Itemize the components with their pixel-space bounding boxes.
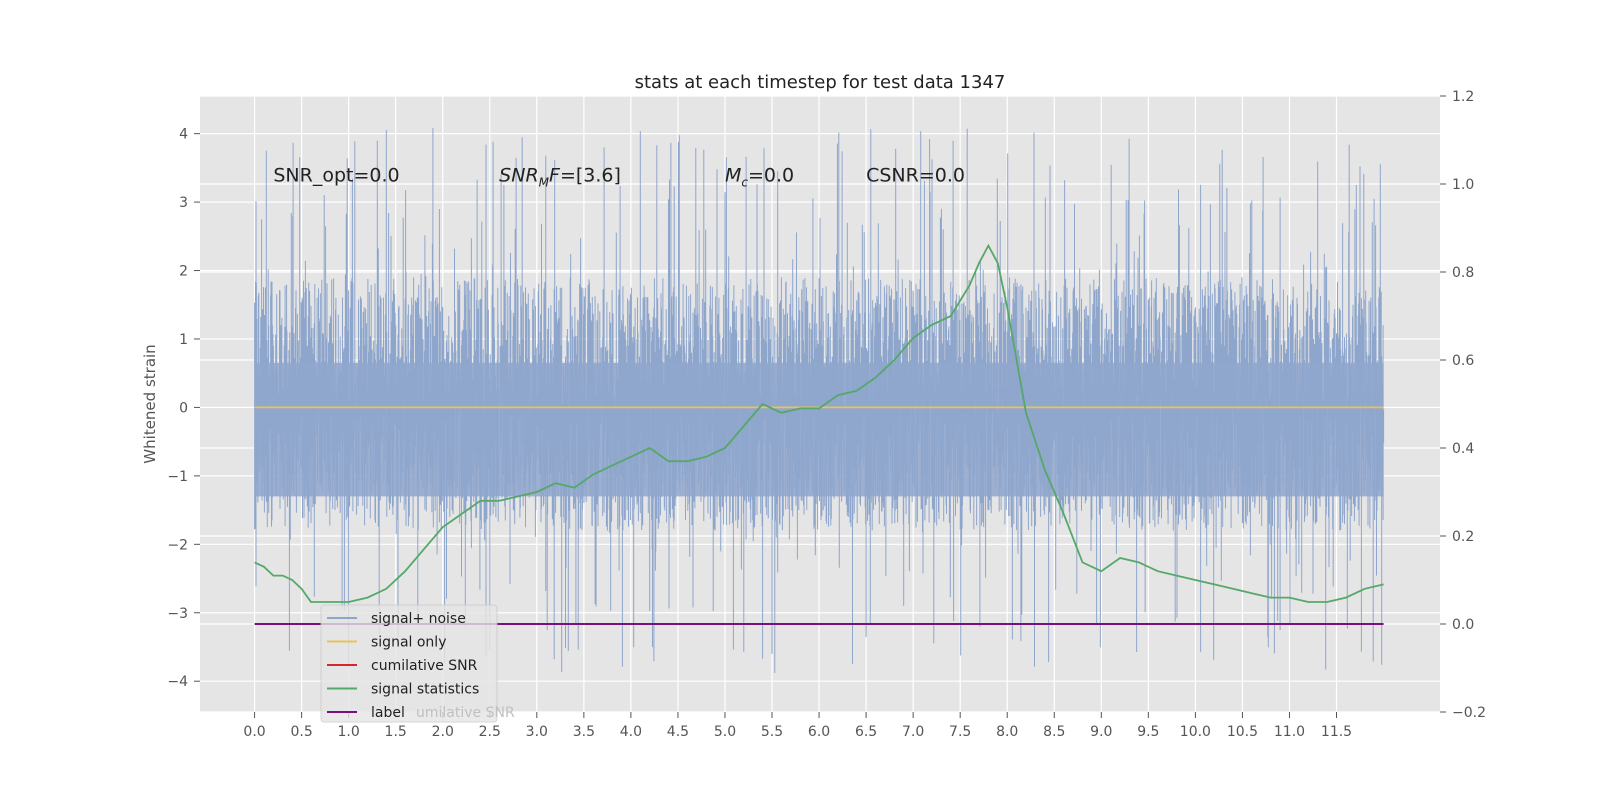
x-tick-label-18: 9.0 <box>1090 724 1112 740</box>
y-axis-label: Whitened strain <box>141 344 159 463</box>
legend-label-signal-statistics: signal statistics <box>371 682 479 698</box>
x-tick-label-19: 9.5 <box>1137 724 1159 740</box>
y-tick-label-4: 0 <box>179 400 188 416</box>
annotation-3: CSNR=0.0 <box>866 165 965 187</box>
x-tick-label-23: 11.5 <box>1321 724 1352 740</box>
x-tick-label-4: 2.0 <box>432 724 454 740</box>
x-tick-label-21: 10.5 <box>1227 724 1258 740</box>
y-tick-label-2: 2 <box>179 264 188 280</box>
x-tick-label-16: 8.0 <box>996 724 1018 740</box>
x-tick-label-5: 2.5 <box>479 724 501 740</box>
x-tick-label-6: 3.0 <box>526 724 548 740</box>
y2-tick-label-1: 1.0 <box>1452 177 1474 193</box>
legend-label-label: label <box>371 705 405 721</box>
legend-box <box>320 604 498 723</box>
series-line-signal-statistics <box>254 243 1384 603</box>
y-tick-label-7: −3 <box>167 606 188 622</box>
y2-tick-label-5: 0.2 <box>1452 529 1474 545</box>
legend-label-signal-noise: signal+ noise <box>371 611 466 627</box>
x-tick-label-8: 4.0 <box>620 724 642 740</box>
x-tick-label-3: 1.5 <box>385 724 407 740</box>
x-tick-label-14: 7.0 <box>902 724 924 740</box>
x-tick-label-0: 0.0 <box>243 724 265 740</box>
x-tick-label-7: 3.5 <box>573 724 595 740</box>
y2-axis-ticks: 1.2 1.0 0.8 0.6 0.4 0.2 0.0 −0.2 <box>1440 89 1486 721</box>
x-tick-label-2: 1.0 <box>338 724 360 740</box>
y-tick-label-6: −2 <box>167 537 188 553</box>
y2-tick-label-0: 1.2 <box>1452 89 1474 105</box>
x-tick-label-11: 5.5 <box>761 724 783 740</box>
y2-tick-label-3: 0.6 <box>1452 353 1474 369</box>
series-signal-plus-noise <box>254 127 1385 673</box>
x-tick-label-1: 0.5 <box>290 724 312 740</box>
y2-tick-label-6: 0.0 <box>1452 617 1474 633</box>
y-tick-label-1: 3 <box>179 195 188 211</box>
x-tick-label-13: 6.5 <box>855 724 877 740</box>
x-tick-label-12: 6.0 <box>808 724 830 740</box>
legend-label-cumilative-snr: cumilative SNR <box>371 658 478 674</box>
x-axis-ticks: 0.0 0.5 1.0 1.5 2.0 2.5 3.0 3.5 4.0 4.5 5.0 5.5 6.0 6… <box>243 712 1352 740</box>
x-tick-label-22: 11.0 <box>1274 724 1305 740</box>
x-tick-label-20: 10.0 <box>1180 724 1211 740</box>
annotation-0: SNR_opt=0.0 <box>273 165 399 187</box>
y2-tick-label-7: −0.2 <box>1452 705 1486 721</box>
legend-overlap-label: umilative SNR <box>416 705 515 721</box>
y-tick-label-0: 4 <box>179 127 188 143</box>
annotation-1: SNRMF=[3.6] <box>499 165 621 190</box>
legend-label-signal-only: signal only <box>371 635 446 651</box>
series-band-signal-noise <box>254 362 1384 497</box>
x-tick-label-10: 5.0 <box>714 724 736 740</box>
annotations: SNR_opt=0.0 SNRMF=[3.6] Mc=0.0 CSNR=0.0 <box>273 165 965 190</box>
y2-tick-label-2: 0.8 <box>1452 265 1474 281</box>
chart-title: stats at each timestep for test data 134… <box>635 72 1006 93</box>
x-tick-label-17: 8.5 <box>1043 724 1065 740</box>
x-tick-label-15: 7.5 <box>949 724 971 740</box>
annotation-2: Mc=0.0 <box>725 165 794 190</box>
y-tick-label-3: 1 <box>179 332 188 348</box>
y-axis-ticks: 4 3 2 1 0 −1 −2 −3 −4 <box>167 127 200 690</box>
x-tick-label-9: 4.5 <box>667 724 689 740</box>
y-tick-label-5: −1 <box>167 469 188 485</box>
y-tick-label-8: −4 <box>167 674 188 690</box>
legend: signal+ noise signal only cumilative SNR si… <box>320 604 515 723</box>
y2-tick-label-4: 0.4 <box>1452 441 1474 457</box>
